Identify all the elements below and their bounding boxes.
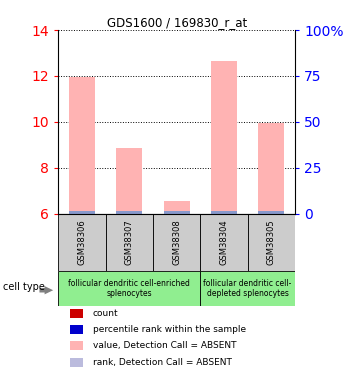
- Bar: [258, 123, 284, 214]
- Text: GSM38305: GSM38305: [267, 220, 276, 266]
- Bar: [69, 211, 95, 214]
- Bar: [258, 211, 284, 214]
- Bar: [70, 325, 83, 334]
- Bar: [211, 211, 237, 214]
- Bar: [211, 61, 237, 214]
- Bar: [58, 271, 200, 306]
- Bar: [69, 77, 95, 214]
- Text: rank, Detection Call = ABSENT: rank, Detection Call = ABSENT: [93, 358, 232, 367]
- Title: GDS1600 / 169830_r_at: GDS1600 / 169830_r_at: [107, 16, 247, 29]
- Text: follicular dendritic cell-enriched
splenocytes: follicular dendritic cell-enriched splen…: [68, 279, 190, 298]
- Text: GSM38308: GSM38308: [172, 220, 181, 266]
- Bar: [70, 309, 83, 318]
- Text: GSM38304: GSM38304: [220, 220, 228, 266]
- Bar: [116, 211, 142, 214]
- Bar: [200, 271, 295, 306]
- Text: GSM38307: GSM38307: [125, 220, 134, 266]
- Bar: [106, 214, 153, 271]
- Text: value, Detection Call = ABSENT: value, Detection Call = ABSENT: [93, 340, 236, 350]
- Bar: [153, 214, 200, 271]
- Text: follicular dendritic cell-
depleted splenocytes: follicular dendritic cell- depleted sple…: [203, 279, 292, 298]
- Bar: [164, 211, 190, 214]
- Bar: [116, 148, 142, 214]
- Bar: [58, 214, 106, 271]
- Bar: [248, 214, 295, 271]
- Text: cell type: cell type: [3, 282, 45, 292]
- Bar: [70, 357, 83, 367]
- Bar: [70, 340, 83, 350]
- Text: percentile rank within the sample: percentile rank within the sample: [93, 325, 246, 334]
- Text: GSM38306: GSM38306: [78, 220, 86, 266]
- Text: count: count: [93, 309, 118, 318]
- Bar: [200, 214, 248, 271]
- Bar: [164, 201, 190, 214]
